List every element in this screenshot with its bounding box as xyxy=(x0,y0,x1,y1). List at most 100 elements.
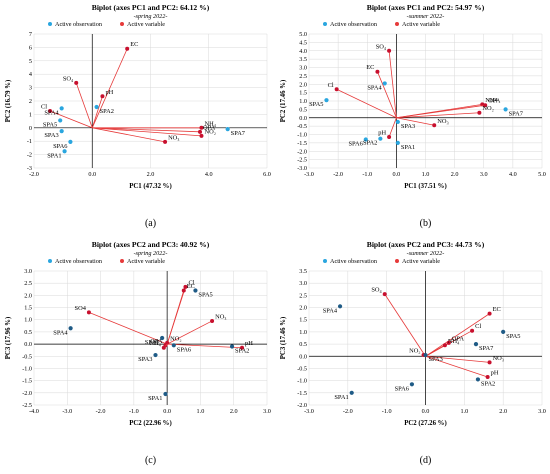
variable-vector xyxy=(336,88,397,119)
y-tick-label: -2.0 xyxy=(297,148,307,155)
legend-observation-marker xyxy=(48,22,52,26)
biplot-svg: Biplot (axes PC1 and PC2: 64.12 %)-sprin… xyxy=(5,3,271,229)
y-tick-label: 0.5 xyxy=(299,106,307,113)
variable-label: OPA xyxy=(150,338,163,345)
y-tick-label: -0.5 xyxy=(22,353,32,360)
variable-vector xyxy=(92,127,166,143)
variable-label: EC xyxy=(187,283,195,290)
y-tick-label: 5 xyxy=(29,58,32,65)
observation-label: SPA3 xyxy=(429,356,443,363)
legend-variable-label: Active variable xyxy=(402,21,440,28)
observation-label: SPA4 xyxy=(44,109,59,116)
variable-vector xyxy=(388,117,397,138)
observation-label: SPA4 xyxy=(323,307,338,314)
variable-point xyxy=(163,139,168,144)
y-tick-label: 0 xyxy=(29,125,32,132)
variable-point xyxy=(86,310,91,315)
biplot-panel-a: Biplot (axes PC1 and PC2: 64.12 %) -sprin… xyxy=(0,0,275,237)
chart-title: Biplot (axes PC2 and PC3: 40.92 %) xyxy=(92,240,210,249)
variable-label: NH₄ xyxy=(204,120,215,127)
y-tick-label: 1.5 xyxy=(299,90,307,97)
x-tick-label: 4.0 xyxy=(205,171,213,178)
variable-vector xyxy=(92,127,202,137)
y-tick-label: -1.5 xyxy=(297,140,307,147)
x-tick-label: -3.0 xyxy=(304,171,314,178)
variable-point xyxy=(48,109,53,114)
y-tick-label: 1.5 xyxy=(299,317,307,324)
observation-point xyxy=(395,119,400,125)
legend-observation-label: Active observation xyxy=(330,21,377,28)
observation-point xyxy=(62,149,67,154)
variable-vector xyxy=(49,110,93,129)
variable-vector xyxy=(92,127,201,133)
variable-vector xyxy=(425,355,488,378)
y-axis-title: PC2 (17.46 %) xyxy=(280,80,287,122)
observation-label: SPA7 xyxy=(509,110,524,117)
y-axis-title: PC3 (17.46 %) xyxy=(280,317,287,359)
x-axis-title: PC2 (22.96 %) xyxy=(129,420,171,427)
x-tick-label: 2.0 xyxy=(451,171,459,178)
biplot-panel-c: Biplot (axes PC2 and PC3: 40.92 %) -sprin… xyxy=(0,237,275,474)
variable-point xyxy=(485,374,490,379)
y-tick-label: 2.5 xyxy=(299,292,307,299)
observation-label: SPA5 xyxy=(198,291,212,298)
variable-vector xyxy=(384,293,426,357)
legend-observation-marker xyxy=(323,22,327,26)
observation-label: SPA6 xyxy=(177,346,191,353)
legend-observation-label: Active observation xyxy=(55,21,102,28)
panel-caption: (b) xyxy=(420,218,432,229)
variable-label: NO₃ xyxy=(437,118,448,125)
variable-vector xyxy=(396,117,435,126)
chart-title: Biplot (axes PC1 and PC2: 54.97 %) xyxy=(367,3,485,12)
observation-label: SPA3 xyxy=(401,123,415,130)
y-tick-label: 1.0 xyxy=(299,98,307,105)
variable-point xyxy=(446,340,451,345)
biplot-svg: Biplot (axes PC1 and PC2: 54.97 %)-summe… xyxy=(280,3,546,229)
y-tick-label: 3.0 xyxy=(24,268,32,275)
legend-observation-label: Active observation xyxy=(55,258,102,265)
variable-vector xyxy=(91,48,128,128)
observation-label: SPA4 xyxy=(367,84,382,91)
observation-point xyxy=(193,288,198,293)
legend-variable-marker xyxy=(395,259,399,263)
x-tick-label: 6.0 xyxy=(263,171,271,178)
observation-label: SPA2 xyxy=(235,348,249,355)
observation-point xyxy=(409,382,415,387)
chart-subtitle: -spring 2022- xyxy=(134,13,168,20)
x-tick-label: -4.0 xyxy=(29,408,39,415)
biplot-svg: Biplot (axes PC2 and PC3: 40.92 %)-sprin… xyxy=(5,240,271,466)
variable-label: EC xyxy=(493,306,501,313)
variable-vector xyxy=(377,71,397,118)
y-tick-label: 0.5 xyxy=(299,341,307,348)
observation-label: SPA5 xyxy=(43,121,57,128)
observation-label: SPA6 xyxy=(348,141,362,148)
observation-label: SPA4 xyxy=(53,329,68,336)
observation-label: SPA2 xyxy=(363,140,377,147)
variable-point xyxy=(470,328,475,333)
observation-label: SPA3 xyxy=(138,356,152,363)
observation-point xyxy=(59,106,64,111)
variable-label: pH xyxy=(105,89,113,96)
x-tick-label: 1.0 xyxy=(422,171,430,178)
observation-point xyxy=(503,107,508,112)
variable-label: SO4 xyxy=(75,305,87,312)
variable-point xyxy=(387,135,392,140)
variable-point xyxy=(210,318,215,323)
y-tick-label: -2.5 xyxy=(297,157,307,164)
observation-point xyxy=(382,81,387,86)
y-tick-label: -2.5 xyxy=(22,402,32,409)
observation-label: SPA2 xyxy=(100,108,114,115)
observation-point xyxy=(163,391,168,397)
observation-point xyxy=(68,139,73,144)
y-tick-label: 3.0 xyxy=(299,280,307,287)
variable-point xyxy=(183,284,188,289)
x-tick-label: -3.0 xyxy=(304,408,314,415)
variable-point xyxy=(487,360,492,365)
variable-point xyxy=(125,46,130,51)
y-tick-label: 3.5 xyxy=(299,56,307,63)
x-tick-label: 2.0 xyxy=(147,171,155,178)
biplot-panel-d: Biplot (axes PC2 and PC3: 44.73 %) -summe… xyxy=(275,237,550,474)
variable-label: Cl xyxy=(41,104,47,111)
y-tick-label: 1.5 xyxy=(24,305,32,312)
x-tick-label: 5.0 xyxy=(538,171,546,178)
